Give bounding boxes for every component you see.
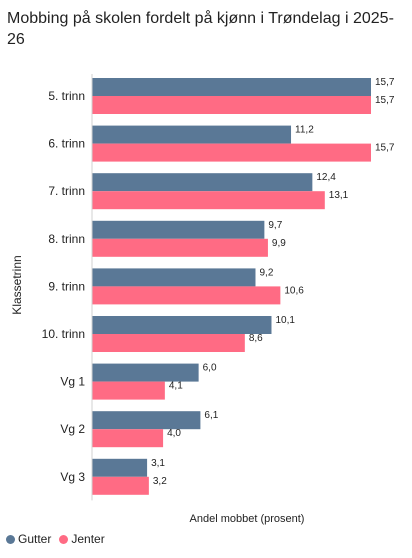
category-label: Vg 3 <box>60 470 85 484</box>
category-label: Vg 2 <box>60 422 85 436</box>
data-label: 15,7 <box>375 77 395 88</box>
data-label: 9,7 <box>268 220 282 231</box>
category-label: Vg 1 <box>60 375 85 389</box>
chart-title: Mobbing på skolen fordelt på kjønn i Trø… <box>7 10 394 48</box>
category-label: 6. trinn <box>48 137 85 151</box>
bar-gutter[interactable] <box>92 268 256 287</box>
bar-jenter[interactable] <box>92 429 164 448</box>
bar-jenter[interactable] <box>92 381 165 400</box>
y-axis-label: Klassetrinn <box>10 255 24 314</box>
bars-group: 15,7 15,7 11,2 15,7 12,4 13,1 9,7 9,9 9,2 10,6 10,… <box>92 77 395 495</box>
bar-gutter[interactable] <box>92 125 292 144</box>
bar-gutter[interactable] <box>92 220 265 239</box>
bar-gutter[interactable] <box>92 173 313 192</box>
legend-label-gutter: Gutter <box>18 532 52 546</box>
bar-jenter[interactable] <box>92 476 149 495</box>
category-label: 9. trinn <box>48 279 85 293</box>
bar-jenter[interactable] <box>92 143 371 162</box>
bar-gutter[interactable] <box>92 363 199 382</box>
data-label: 10,6 <box>284 285 304 296</box>
data-label: 10,1 <box>275 315 295 326</box>
data-label: 6,1 <box>204 410 218 421</box>
category-label: 7. trinn <box>48 184 85 198</box>
data-label: 3,1 <box>151 458 165 469</box>
bar-gutter[interactable] <box>92 411 201 430</box>
bar-jenter[interactable] <box>92 334 245 352</box>
bar-gutter[interactable] <box>92 458 148 477</box>
bar-jenter[interactable] <box>92 238 268 257</box>
data-label: 13,1 <box>329 190 349 201</box>
data-label: 4,1 <box>169 381 183 392</box>
legend-label-jenter: Jenter <box>71 532 105 546</box>
bar-jenter[interactable] <box>92 286 281 305</box>
legend: Gutter Jenter <box>6 532 113 546</box>
bar-gutter[interactable] <box>92 78 371 96</box>
data-label: 6,0 <box>203 363 217 374</box>
category-labels: 5. trinn 6. trinn 7. trinn 8. trinn 9. trinn… <box>42 89 86 484</box>
bar-jenter[interactable] <box>92 96 371 114</box>
data-label: 9,2 <box>259 267 273 278</box>
x-axis-label: Andel mobbet (prosent) <box>190 513 305 525</box>
data-label: 3,2 <box>153 476 167 487</box>
legend-item-jenter[interactable]: Jenter <box>59 532 105 546</box>
legend-dot-gutter <box>6 534 15 544</box>
data-label: 11,2 <box>295 125 314 136</box>
legend-item-gutter[interactable]: Gutter <box>6 532 51 546</box>
data-label: 4,0 <box>167 428 181 439</box>
data-label: 15,7 <box>375 95 395 106</box>
category-label: 5. trinn <box>48 89 85 103</box>
legend-dot-jenter <box>59 534 69 544</box>
category-label: 8. trinn <box>48 232 85 246</box>
data-label: 9,9 <box>272 238 286 249</box>
data-label: 8,6 <box>249 333 263 344</box>
bar-gutter[interactable] <box>92 316 272 334</box>
category-label: 10. trinn <box>42 327 85 341</box>
data-label: 12,4 <box>316 172 336 183</box>
data-label: 15,7 <box>375 143 395 154</box>
bar-jenter[interactable] <box>92 191 325 210</box>
